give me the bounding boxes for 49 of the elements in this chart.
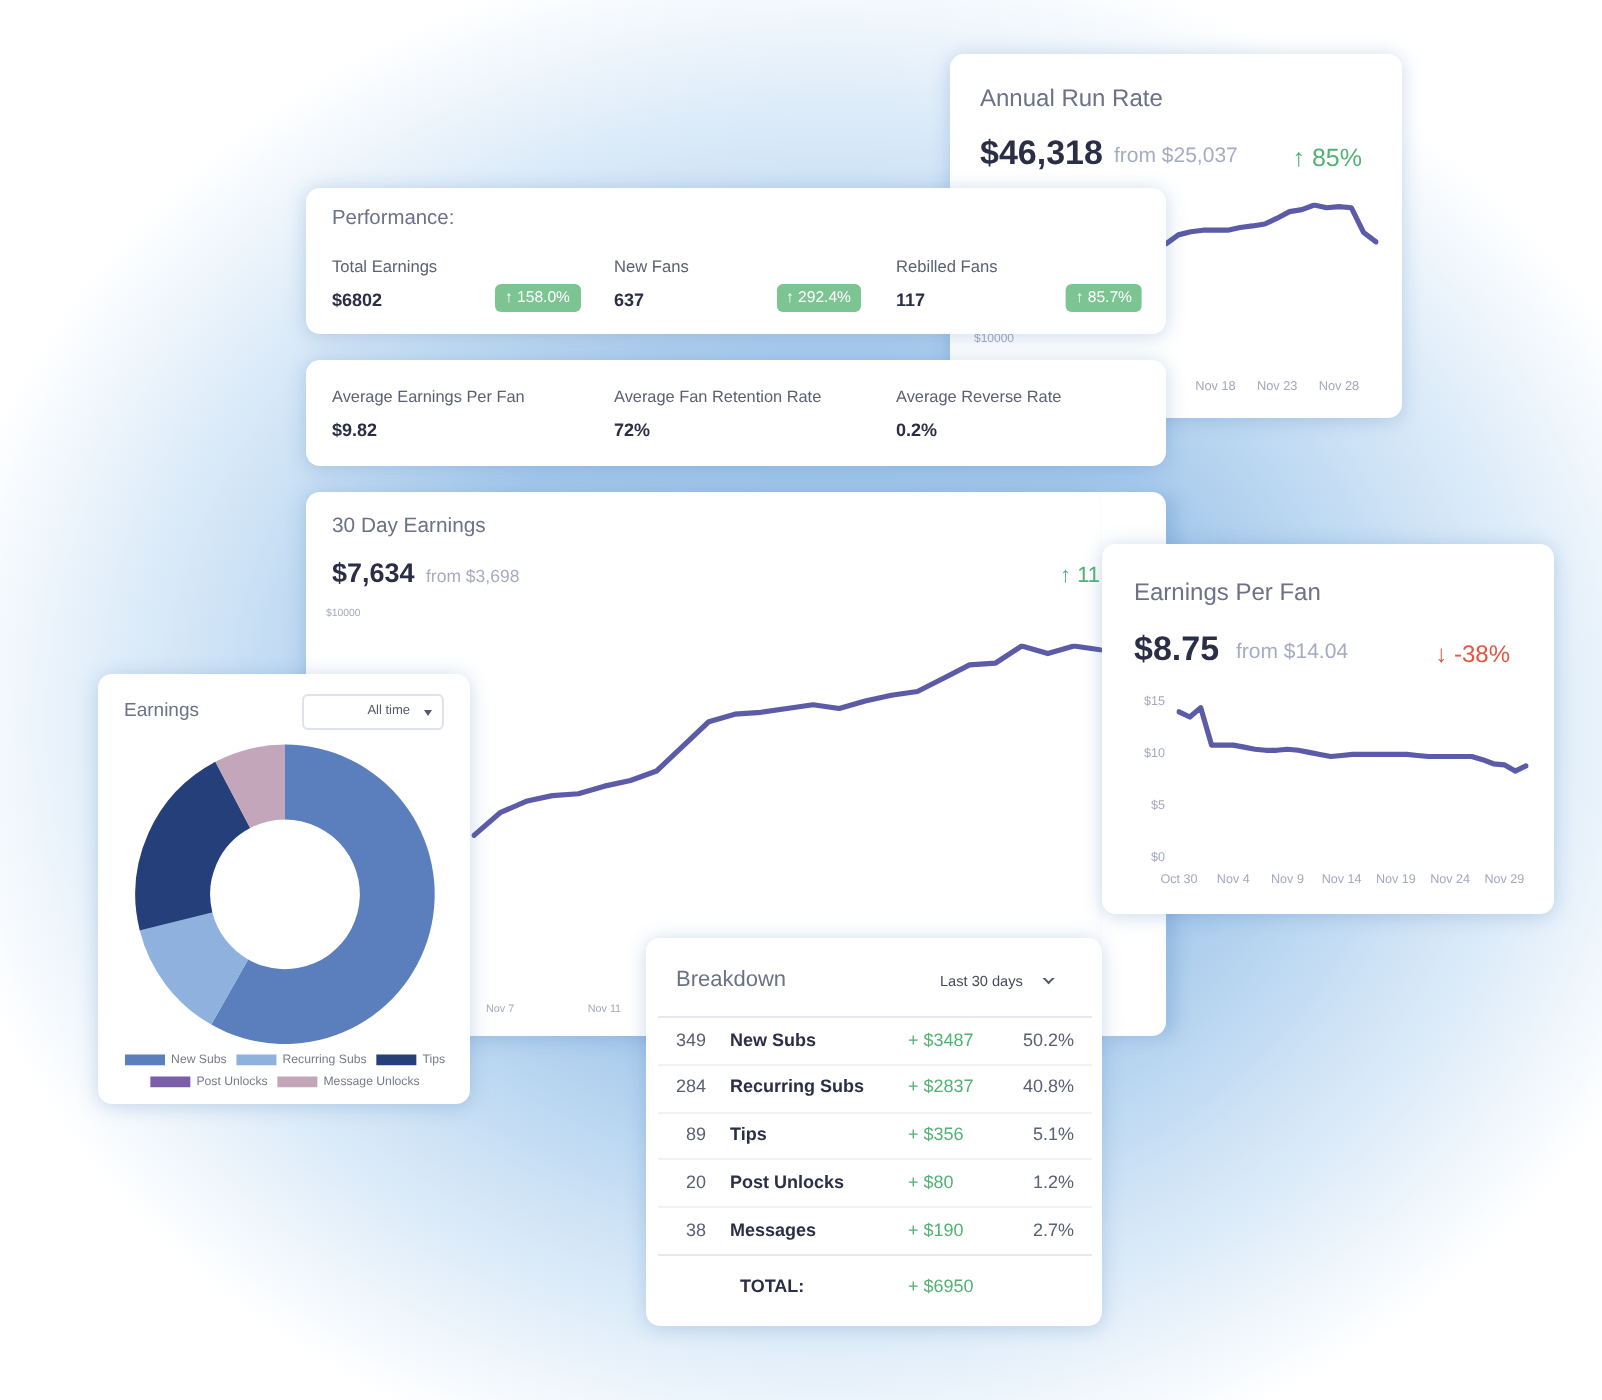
text: + $3487 — [908, 1029, 974, 1051]
text: Rebilled Fans — [896, 256, 998, 278]
chart-subtitle: $46,318 — [980, 133, 1103, 175]
text: 117 — [896, 289, 926, 311]
text: 284 — [675, 1076, 706, 1099]
text: + $80 — [908, 1171, 954, 1194]
text: 1.2% — [1032, 1171, 1074, 1194]
text: 0.2% — [896, 419, 938, 441]
chart-subtitle: $7,634 — [332, 557, 415, 591]
text: $6802 — [332, 289, 383, 311]
text: 72% — [614, 419, 651, 441]
text: 2.7% — [1032, 1219, 1074, 1241]
text: TOTAL: — [740, 1275, 805, 1297]
text: 5.1% — [1032, 1124, 1074, 1146]
text: $9.82 — [332, 419, 378, 441]
text: New Fans — [614, 256, 689, 278]
text: from $3,698 — [426, 565, 520, 587]
text: 40.8% — [1022, 1076, 1074, 1099]
chart-title: 30 Day Earnings — [332, 515, 486, 541]
text: ↓ -38% — [1435, 639, 1510, 669]
text: ↑ 11 — [1060, 564, 1100, 592]
chart-subtitle: $8.75 — [1134, 629, 1220, 671]
text: 20 — [685, 1171, 706, 1194]
text: Average Reverse Rate — [896, 388, 1062, 408]
text: Average Fan Retention Rate — [614, 388, 822, 408]
text: Average Earnings Per Fan — [332, 388, 525, 408]
text: 50.2% — [1022, 1029, 1074, 1051]
text: 637 — [614, 289, 645, 311]
text: + $190 — [908, 1219, 964, 1241]
text: Breakdown — [676, 968, 787, 996]
text: Post Unlocks — [730, 1171, 845, 1194]
text: from $25,037 — [1114, 143, 1238, 169]
text: Tips — [730, 1124, 767, 1146]
chart-title: Annual Run Rate — [980, 83, 1163, 113]
text: + $356 — [908, 1124, 964, 1146]
text: Recurring Subs — [730, 1076, 865, 1099]
chart-title: Earnings Per Fan — [1134, 577, 1321, 607]
text: Total Earnings — [332, 256, 438, 278]
text: 89 — [685, 1124, 706, 1146]
text: + $2837 — [908, 1076, 974, 1099]
text: ↑ 85% — [1292, 143, 1362, 173]
text: 349 — [675, 1029, 706, 1051]
text: Messages — [730, 1219, 817, 1241]
text: Performance: — [332, 207, 455, 233]
chart-title: Earnings — [124, 700, 199, 724]
text: + $6950 — [908, 1275, 974, 1297]
text: 38 — [685, 1219, 706, 1241]
text: from $14.04 — [1236, 639, 1349, 665]
text: New Subs — [730, 1029, 817, 1051]
